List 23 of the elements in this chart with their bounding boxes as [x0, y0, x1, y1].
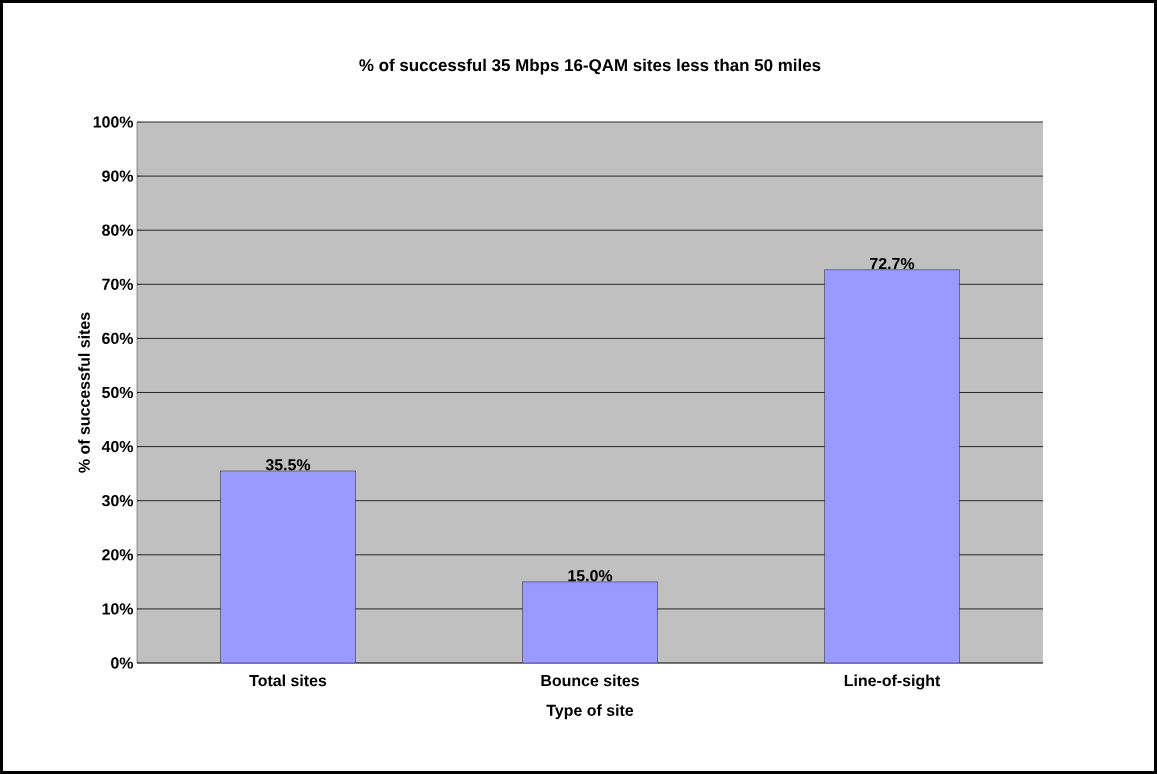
- bar: [824, 269, 960, 663]
- bar: [522, 581, 658, 663]
- y-tick-label: 80%: [102, 224, 134, 236]
- data-label: 35.5%: [265, 459, 311, 471]
- chart-title: % of successful 35 Mbps 16-QAM sites less than 50 miles: [359, 58, 821, 75]
- data-label: 15.0%: [568, 570, 613, 582]
- y-tick-label: 90%: [102, 170, 134, 182]
- y-axis-title: % of successful sites: [78, 312, 90, 473]
- y-tick-label: 50%: [102, 386, 134, 399]
- x-tick-label: Line-of-sight: [844, 674, 941, 690]
- y-tick-label: 40%: [101, 440, 134, 453]
- x-tick-label: Total sites: [249, 674, 327, 687]
- data-label: 72.7%: [870, 257, 915, 270]
- y-tick-label: 70%: [102, 278, 134, 290]
- bar: [220, 470, 356, 663]
- y-tick-label: 0%: [111, 657, 134, 669]
- x-axis-title: Type of site: [546, 704, 634, 720]
- y-tick-label: 30%: [101, 495, 134, 507]
- y-tick-label: 60%: [102, 332, 134, 345]
- x-tick-label: Bounce sites: [541, 674, 639, 687]
- y-tick-label: 20%: [102, 549, 134, 561]
- y-tick-label: 100%: [93, 116, 134, 128]
- y-tick-label: 10%: [102, 603, 134, 615]
